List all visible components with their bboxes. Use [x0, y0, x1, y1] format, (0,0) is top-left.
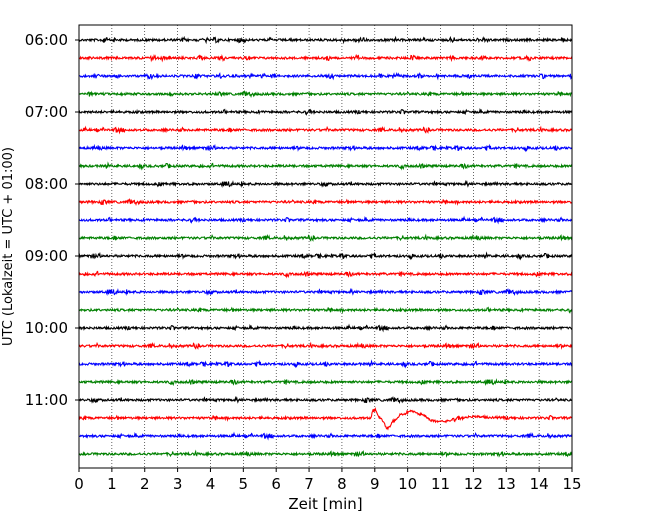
y-tick-label: 10:00	[25, 319, 68, 337]
trace-0715	[78, 125, 573, 135]
y-axis-title: UTC (Lokalzeit = UTC + 01:00)	[1, 147, 16, 346]
y-tick-label: 08:00	[25, 175, 68, 193]
x-tick-label: 5	[239, 475, 249, 493]
x-tick-label: 11	[431, 475, 450, 493]
x-axis-title: Zeit [min]	[288, 495, 362, 513]
x-tick-label: 14	[530, 475, 549, 493]
y-tick-label: 09:00	[25, 247, 68, 265]
trace-0900	[78, 251, 573, 261]
trace-0845	[78, 233, 573, 242]
trace-0700	[78, 107, 573, 116]
x-tick-label: 12	[464, 475, 483, 493]
trace-1015	[78, 341, 573, 350]
gridlines	[111, 25, 540, 468]
x-tick-label: 9	[370, 475, 380, 493]
plot-frame	[78, 24, 573, 469]
trace-1115	[78, 407, 573, 431]
x-tick-label: 0	[74, 475, 84, 493]
trace-1030	[78, 359, 573, 369]
y-tick-label: 11:00	[25, 391, 68, 409]
y-tick-label: 06:00	[25, 31, 68, 49]
x-tick-label: 10	[398, 475, 417, 493]
y-axis-ticks: 06:00 07:00 08:00 09:00 10:00 11:00	[25, 31, 79, 409]
x-tick-label: 7	[304, 475, 314, 493]
trace-0915	[78, 270, 573, 279]
trace-0830	[78, 215, 573, 225]
trace-0945	[78, 306, 573, 314]
trace-0800	[78, 179, 573, 189]
y-tick-label: 07:00	[25, 103, 68, 121]
trace-0615	[78, 53, 573, 63]
trace-1145	[78, 449, 573, 458]
x-tick-label: 2	[140, 475, 150, 493]
trace-0630	[78, 71, 573, 81]
x-tick-label: 8	[337, 475, 347, 493]
trace-0645	[78, 90, 573, 98]
trace-1130	[78, 431, 573, 441]
trace-1000	[78, 323, 573, 333]
x-tick-label: 3	[173, 475, 183, 493]
trace-1100	[78, 395, 573, 404]
x-tick-label: 1	[107, 475, 117, 493]
x-tick-label: 13	[497, 475, 516, 493]
x-tick-label: 6	[271, 475, 281, 493]
traces	[78, 35, 573, 458]
trace-0600	[78, 35, 573, 45]
trace-0730	[78, 143, 573, 153]
trace-0815	[78, 198, 573, 206]
trace-0745	[78, 161, 573, 171]
trace-0930	[78, 287, 573, 297]
trace-1045	[78, 378, 573, 387]
x-tick-label: 4	[206, 475, 216, 493]
x-axis-ticks: 0 1 2 3 4 5 6 7 8 9 10 11 12 13 14 15	[74, 468, 582, 493]
x-tick-label: 15	[562, 475, 581, 493]
